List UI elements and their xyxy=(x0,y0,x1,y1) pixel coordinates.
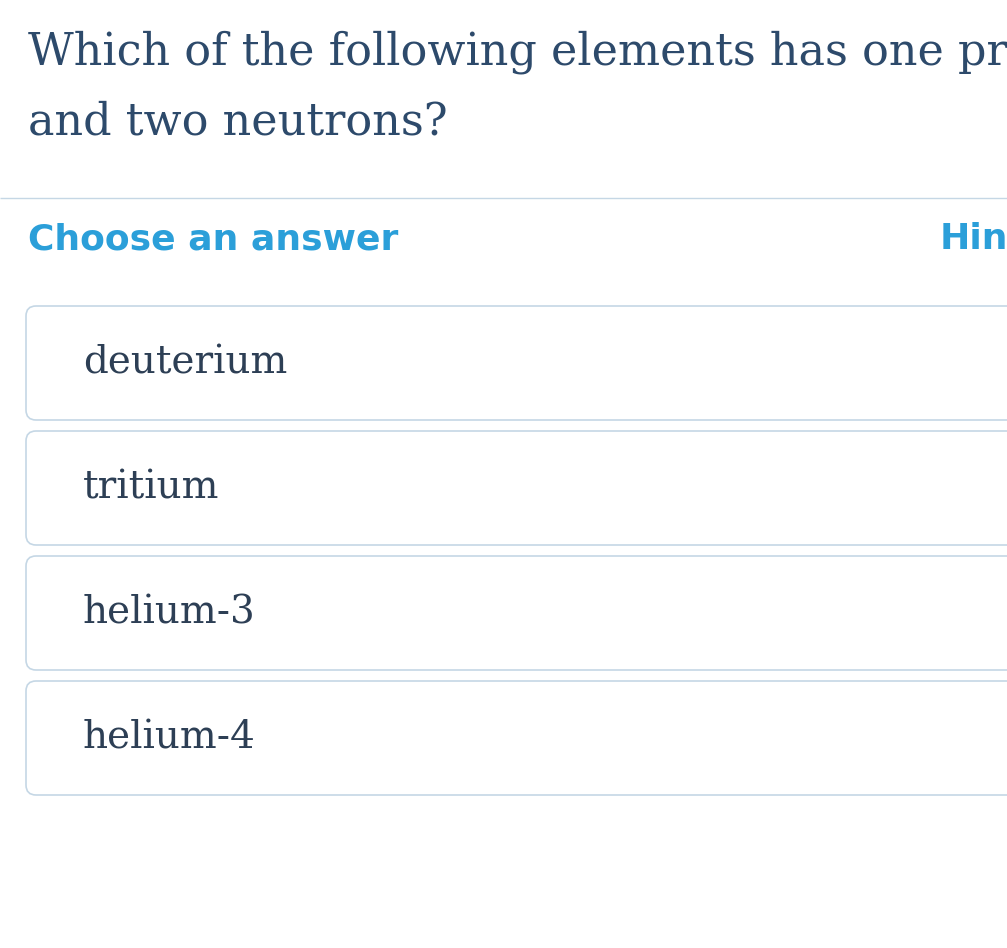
Text: helium-3: helium-3 xyxy=(83,594,256,631)
Text: Which of the following elements has one proton: Which of the following elements has one … xyxy=(28,30,1007,74)
Text: Choose an answer: Choose an answer xyxy=(28,222,399,256)
FancyBboxPatch shape xyxy=(26,556,1007,670)
FancyBboxPatch shape xyxy=(26,431,1007,545)
Text: and two neutrons?: and two neutrons? xyxy=(28,100,448,143)
FancyBboxPatch shape xyxy=(26,306,1007,420)
Text: deuterium: deuterium xyxy=(83,344,287,381)
Text: helium-4: helium-4 xyxy=(83,720,256,757)
FancyBboxPatch shape xyxy=(26,681,1007,795)
Text: tritium: tritium xyxy=(83,469,220,506)
Text: Hint: Hint xyxy=(940,222,1007,256)
